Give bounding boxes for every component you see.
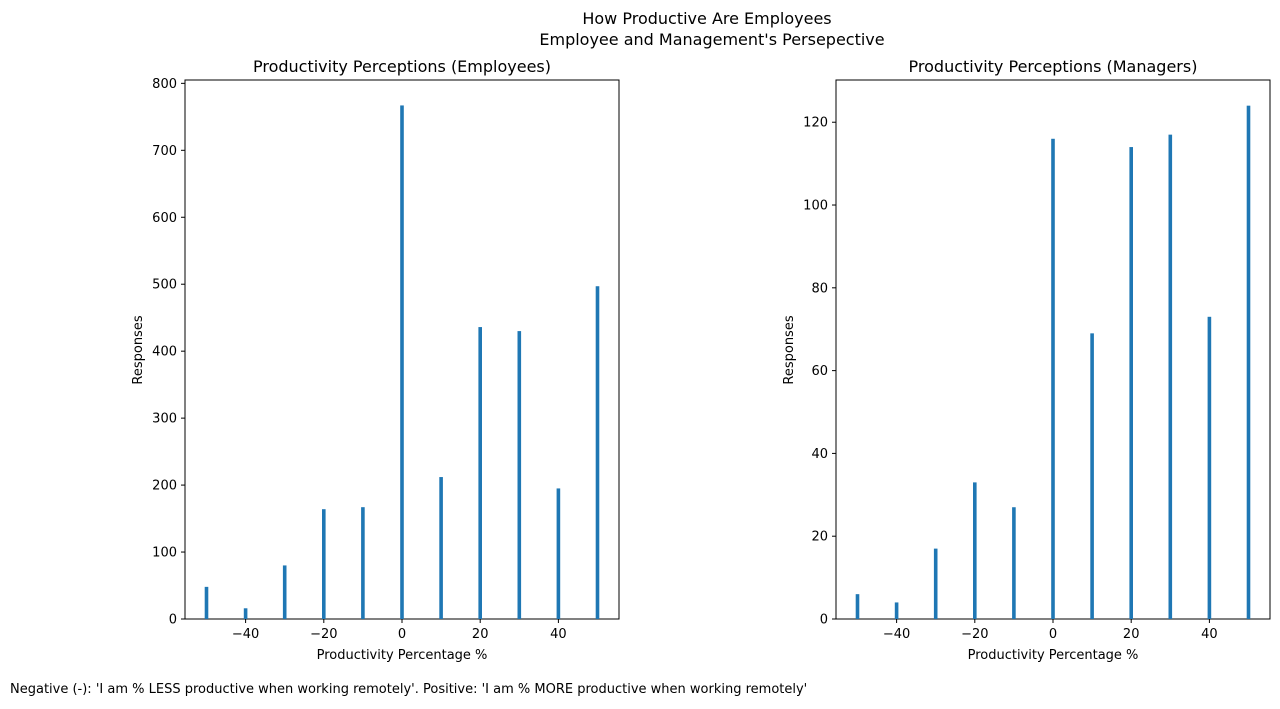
employees-bar-9: [556, 488, 561, 619]
managers-ytick-label-2: 40: [811, 447, 828, 462]
employees-chart: Productivity Perceptions (Employees) −40…: [131, 57, 620, 663]
employees-chart-title: Productivity Perceptions (Employees): [253, 57, 551, 76]
employees-ytick-label-3: 300: [152, 412, 177, 427]
employees-yaxis-label: Responses: [131, 315, 146, 384]
employees-bar-6: [439, 477, 443, 619]
employees-ytick-label-8: 800: [152, 77, 177, 92]
figure-caption: Negative (-): 'I am % LESS productive wh…: [10, 682, 808, 697]
employees-xaxis-label: Productivity Percentage %: [317, 648, 488, 663]
employees-bar-3: [322, 509, 326, 619]
managers-bars: [855, 105, 1251, 620]
managers-bar-9: [1207, 316, 1212, 619]
managers-bar-1: [894, 602, 899, 619]
employees-ytick-label-7: 700: [152, 144, 177, 159]
employees-xtick-label-2: 0: [398, 627, 406, 642]
employees-ytick-label-6: 600: [152, 211, 177, 226]
managers-bar-3: [973, 482, 977, 619]
figure-suptitle-line1: How Productive Are Employees: [582, 9, 831, 28]
managers-ytick-label-4: 80: [811, 281, 828, 296]
managers-xtick-label-0: −40: [883, 627, 910, 642]
employees-xtick-label-3: 20: [472, 627, 489, 642]
managers-chart-title: Productivity Perceptions (Managers): [909, 57, 1198, 76]
managers-chart: Productivity Perceptions (Managers) −40−…: [782, 57, 1271, 663]
managers-bar-6: [1090, 333, 1094, 619]
employees-bar-1: [243, 608, 248, 619]
managers-xtick-label-1: −20: [961, 627, 988, 642]
employees-bar-5: [400, 105, 404, 619]
employees-bar-0: [204, 586, 209, 619]
managers-yaxis-label: Responses: [782, 315, 797, 384]
managers-bar-4: [1012, 507, 1016, 619]
managers-ytick-label-1: 20: [811, 530, 828, 545]
employees-ytick-label-5: 500: [152, 278, 177, 293]
managers-bar-5: [1051, 138, 1055, 619]
employees-bars: [204, 105, 600, 619]
employees-xtick-label-1: −20: [310, 627, 337, 642]
managers-bar-10: [1246, 105, 1251, 620]
managers-bar-7: [1129, 147, 1133, 619]
employees-bar-10: [595, 286, 600, 619]
managers-bar-2: [933, 548, 938, 619]
employees-bar-8: [517, 331, 522, 619]
employees-bar-7: [478, 327, 482, 619]
managers-xaxis-label: Productivity Percentage %: [968, 648, 1139, 663]
managers-xtick-label-3: 20: [1123, 627, 1140, 642]
managers-xtick-label-2: 0: [1049, 627, 1057, 642]
employees-xtick-label-4: 40: [550, 627, 567, 642]
managers-ytick-label-3: 60: [811, 364, 828, 379]
figure-suptitle-line2: Employee and Management's Persepective: [539, 30, 884, 49]
employees-ytick-label-1: 100: [152, 546, 177, 561]
employees-ytick-label-0: 0: [169, 613, 177, 628]
managers-ytick-label-6: 120: [803, 116, 828, 131]
employees-xtick-label-0: −40: [232, 627, 259, 642]
managers-ytick-label-5: 100: [803, 199, 828, 214]
employees-bar-2: [282, 565, 287, 619]
employees-bar-4: [361, 507, 365, 619]
managers-bar-0: [855, 594, 860, 619]
managers-ytick-label-0: 0: [820, 613, 828, 628]
employees-ytick-label-2: 200: [152, 479, 177, 494]
managers-axes-ticks: −40 −20 0 20 40 0 20 40 60 80 100 120: [803, 116, 1217, 642]
employees-ytick-label-4: 400: [152, 345, 177, 360]
managers-xtick-label-4: 40: [1201, 627, 1218, 642]
managers-bar-8: [1168, 134, 1173, 619]
